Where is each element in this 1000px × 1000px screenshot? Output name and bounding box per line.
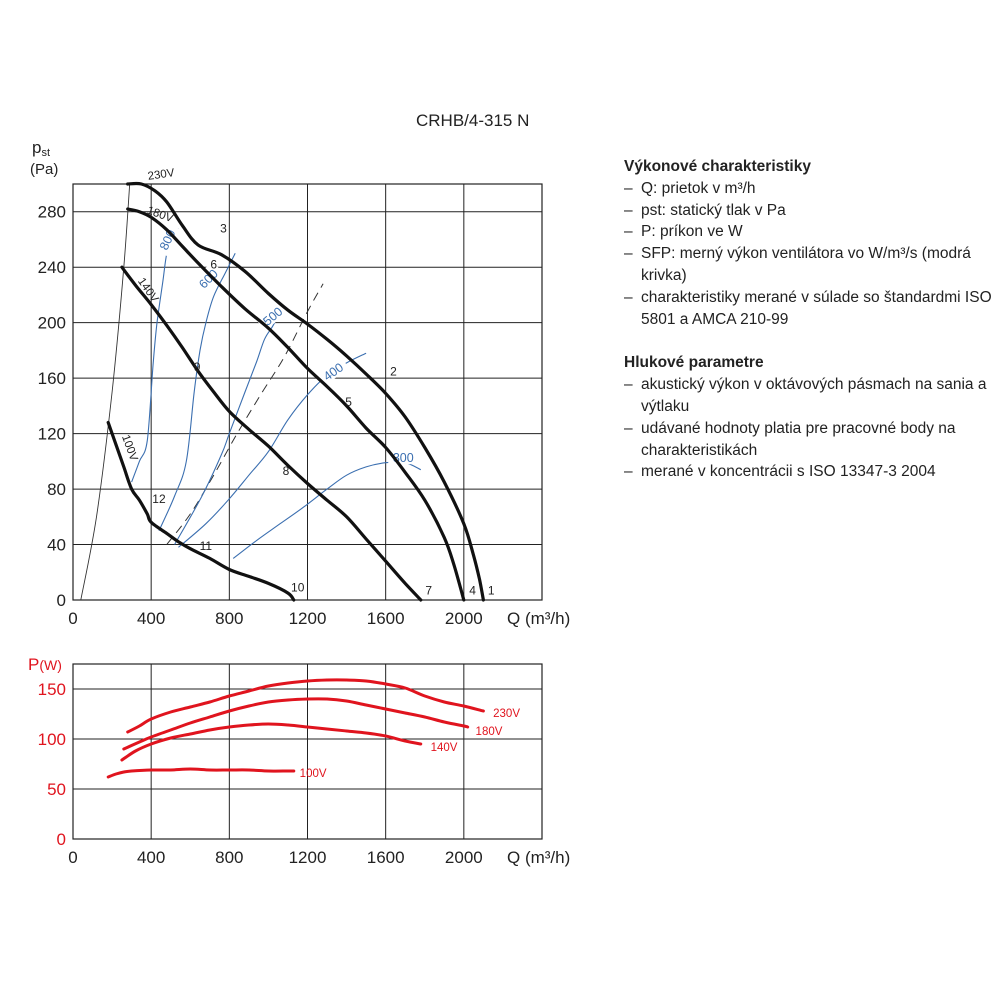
list-item: udávané hodnoty platia pre pracovné body… — [624, 418, 996, 462]
x-tick-label: 2000 — [445, 609, 483, 628]
y-tick-label: 40 — [47, 536, 66, 555]
x-tick-label: 400 — [137, 609, 165, 628]
y-tick-label: 200 — [38, 314, 66, 333]
x-tick-label: 1200 — [289, 848, 327, 867]
x-tick-label: 800 — [215, 848, 243, 867]
x-tick-label: 0 — [68, 848, 77, 867]
pressure-curve — [120, 265, 423, 602]
y-axis-label: P(W) — [28, 655, 62, 674]
list-item: akustický výkon v oktávových pásmach na … — [624, 374, 996, 418]
power-chart: 0 400 800 1200 1600 2000 0 50 100 150 Q (m³/h) P(W)… — [28, 655, 570, 867]
list-item: Q: prietok v m³/h — [624, 178, 996, 200]
x-tick-label: 0 — [68, 609, 77, 628]
list-item: charakteristiky merané v súlade so štan­… — [624, 287, 996, 331]
operating-point-label: 6 — [210, 258, 217, 272]
operating-point-label: 9 — [194, 360, 201, 374]
y-tick-label: 280 — [38, 203, 66, 222]
operating-point-label: 7 — [425, 583, 432, 597]
sfp-curve — [158, 253, 236, 531]
x-axis-label: Q (m³/h) — [507, 609, 570, 628]
plot-frame — [72, 663, 543, 840]
y-tick-label: 50 — [47, 780, 66, 799]
voltage-label: 230V — [147, 167, 176, 183]
sfp-curve — [232, 461, 422, 559]
performance-list: Q: prietok v m³/h pst: statický tlak v P… — [624, 178, 996, 331]
power-curve — [126, 678, 485, 734]
y-tick-label: 0 — [57, 591, 66, 610]
list-item: pst: statický tlak v Pa — [624, 200, 996, 222]
x-tick-label: 1600 — [367, 609, 405, 628]
list-item: SFP: merný výkon ventilátora vo W/m³/s (… — [624, 243, 996, 287]
y-tick-label: 160 — [38, 369, 66, 388]
system-curve — [80, 183, 131, 601]
power-curve — [122, 697, 470, 751]
pressure-chart: 0 400 800 1200 1600 2000 0 40 80 120 160 200 240 280 Q… — [30, 138, 570, 628]
performance-heading: Výkonové charakteristiky — [624, 158, 811, 175]
operating-point-label: 10 — [291, 581, 305, 595]
sfp-curve — [131, 228, 179, 483]
list-item: merané v koncentrácii s ISO 13347-3 2004 — [624, 461, 996, 483]
operating-point-label: 11 — [200, 539, 213, 553]
dashed-line — [166, 283, 324, 545]
power-curve — [120, 722, 423, 762]
pressure-curve — [126, 207, 466, 602]
x-axis-label: Q (m³/h) — [507, 848, 570, 867]
voltage-label: 100V — [300, 768, 327, 780]
x-tick-label: 2000 — [445, 848, 483, 867]
operating-point-label: 8 — [283, 464, 290, 478]
notes-panel: Výkonové charakteristiky Q: prietok v m³… — [624, 156, 996, 483]
x-tick-label: 400 — [137, 848, 165, 867]
chart-title: CRHB/4-315 N — [416, 111, 530, 130]
operating-point-label: 12 — [152, 492, 166, 506]
operating-point-label: 5 — [345, 395, 352, 409]
sfp-label-bg — [152, 222, 180, 257]
x-tick-label: 800 — [215, 609, 243, 628]
operating-point-label: 2 — [390, 364, 397, 378]
y-axis-unit: (Pa) — [30, 161, 58, 178]
operating-point-label: 4 — [469, 583, 476, 597]
voltage-label: 230V — [493, 708, 520, 720]
list-item: P: príkon ve W — [624, 221, 996, 243]
y-axis-label: pst — [32, 138, 50, 159]
y-tick-label: 80 — [47, 480, 66, 499]
y-tick-label: 240 — [38, 258, 66, 277]
voltage-label: 180V — [476, 726, 503, 738]
voltage-label: 140V — [431, 742, 458, 754]
sfp-label-bg — [315, 355, 350, 386]
operating-point-label: 3 — [220, 222, 227, 236]
operating-point-label: 1 — [488, 583, 495, 597]
sfp-label-bg — [190, 261, 224, 294]
x-tick-label: 1600 — [367, 848, 405, 867]
y-tick-label: 0 — [57, 830, 66, 849]
noise-list: akustický výkon v oktávových pásmach na … — [624, 374, 996, 483]
x-tick-label: 1200 — [289, 609, 327, 628]
pressure-curve — [126, 181, 485, 602]
y-tick-label: 150 — [38, 680, 66, 699]
noise-heading: Hlukové parametre — [624, 354, 764, 372]
power-curve — [106, 767, 296, 779]
y-tick-label: 120 — [38, 425, 66, 444]
y-tick-label: 100 — [38, 730, 66, 749]
plot-frame — [72, 183, 543, 601]
pressure-curve — [106, 420, 296, 602]
